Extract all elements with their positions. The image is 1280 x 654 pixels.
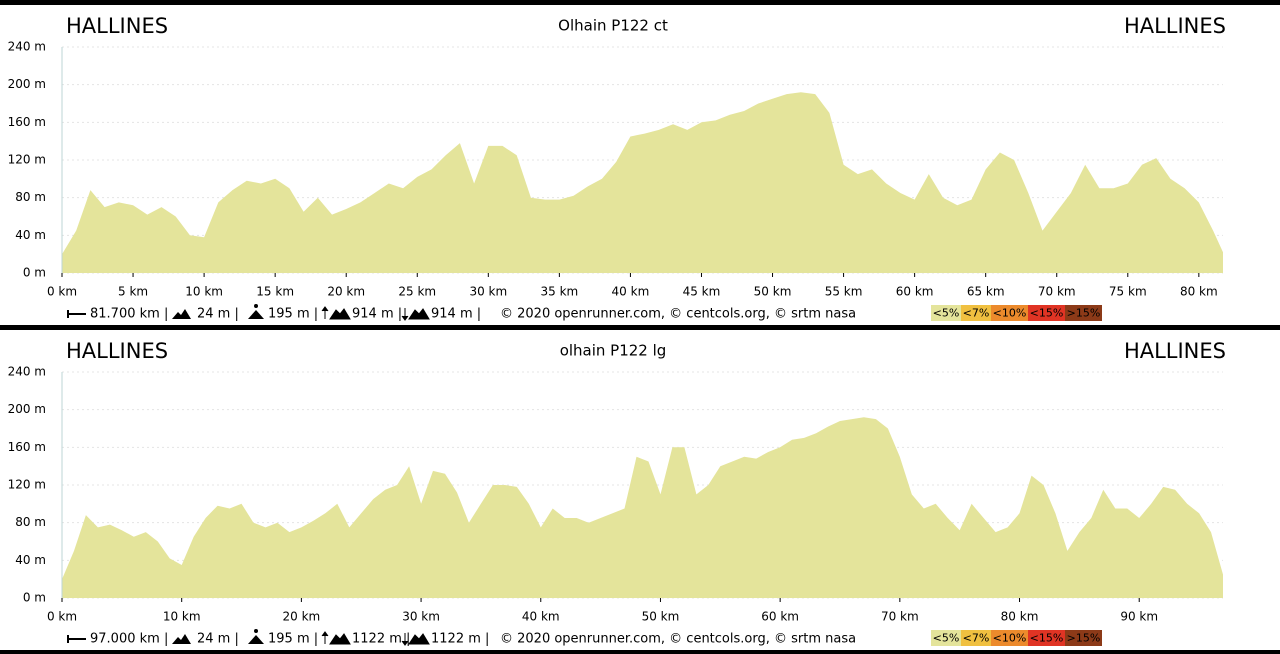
chart-title: olhain P122 lg xyxy=(560,342,667,360)
legend-label: >15% xyxy=(1067,307,1101,320)
end-label: HALLINES xyxy=(1124,14,1226,38)
legend-swatch xyxy=(931,305,961,321)
legend-swatch xyxy=(961,305,991,321)
legend-swatch xyxy=(931,630,961,646)
legend-swatch xyxy=(1028,305,1065,321)
y-tick-label: 120 m xyxy=(8,478,46,492)
info-line xyxy=(67,629,430,646)
icon xyxy=(248,310,264,319)
chart: Olhain P122 ct HALLINES HALLINES 0 m 40 m 80 … xyxy=(8,14,1226,322)
x-tick-label: 45 km xyxy=(683,285,721,299)
icon xyxy=(248,635,264,644)
x-tick-label: 0 km xyxy=(47,610,77,624)
x-tick-label: 25 km xyxy=(398,285,436,299)
stat: 914 m | xyxy=(431,307,481,322)
x-tick-label: 80 km xyxy=(1001,610,1039,624)
x-tick-label: 0 km xyxy=(47,285,77,299)
end-label: HALLINES xyxy=(1124,339,1226,363)
legend-label: <10% xyxy=(993,307,1027,320)
stat: 1122 m | xyxy=(431,632,489,647)
y-tick-label: 240 m xyxy=(8,365,46,379)
stat: 24 m | xyxy=(197,307,239,322)
credit: © 2020 openrunner.com, © centcols.org, ©… xyxy=(500,307,856,322)
icon xyxy=(172,309,191,319)
legend-label: <5% xyxy=(933,632,960,645)
elevation-area xyxy=(62,417,1223,598)
x-tick-label: 40 km xyxy=(612,285,650,299)
x-tick-label: 5 km xyxy=(118,285,148,299)
x-tick-label: 10 km xyxy=(163,610,201,624)
elevation-area xyxy=(62,92,1223,273)
credit: © 2020 openrunner.com, © centcols.org, ©… xyxy=(500,632,856,647)
y-tick-label: 240 m xyxy=(8,40,46,54)
stat: 195 m | xyxy=(268,307,318,322)
bottom-bar xyxy=(0,650,1280,654)
start-label: HALLINES xyxy=(66,14,168,38)
y-tick-label: 0 m xyxy=(23,591,46,605)
icon xyxy=(401,308,430,321)
legend-swatch xyxy=(1065,630,1102,646)
legend-label: >15% xyxy=(1067,632,1101,645)
chart-title: Olhain P122 ct xyxy=(558,17,668,35)
stat: 81.700 km | xyxy=(90,307,168,322)
info-line xyxy=(67,304,430,321)
x-tick-label: 35 km xyxy=(541,285,579,299)
y-tick-label: 200 m xyxy=(8,77,46,91)
x-tick-label: 50 km xyxy=(754,285,792,299)
legend-swatch xyxy=(991,630,1028,646)
x-tick-label: 75 km xyxy=(1109,285,1147,299)
legend-swatch xyxy=(1028,630,1065,646)
start-label: HALLINES xyxy=(66,339,168,363)
legend-label: <10% xyxy=(993,632,1027,645)
x-tick-label: 50 km xyxy=(642,610,680,624)
y-tick-label: 120 m xyxy=(8,153,46,167)
x-tick-label: 80 km xyxy=(1180,285,1218,299)
x-tick-label: 65 km xyxy=(967,285,1005,299)
x-tick-label: 20 km xyxy=(283,610,321,624)
x-tick-label: 20 km xyxy=(327,285,365,299)
stat: 97.000 km | xyxy=(90,632,168,647)
legend-label: <7% xyxy=(963,307,990,320)
x-tick-label: 15 km xyxy=(256,285,294,299)
y-tick-label: 200 m xyxy=(8,402,46,416)
legend-swatch xyxy=(1065,305,1102,321)
stat: 195 m | xyxy=(268,632,318,647)
y-tick-label: 40 m xyxy=(15,553,46,567)
x-tick-label: 30 km xyxy=(402,610,440,624)
stat: 24 m | xyxy=(197,632,239,647)
legend-label: <7% xyxy=(963,632,990,645)
icon xyxy=(254,304,258,308)
x-tick-label: 40 km xyxy=(522,610,560,624)
legend-label: <15% xyxy=(1030,307,1064,320)
y-tick-label: 80 m xyxy=(15,515,46,529)
y-tick-label: 0 m xyxy=(23,266,46,280)
icon xyxy=(254,629,258,633)
legend-swatch xyxy=(961,630,991,646)
icon xyxy=(172,634,191,644)
chart: olhain P122 lg HALLINES HALLINES 0 m 40 m 80 … xyxy=(8,339,1226,647)
icon xyxy=(401,633,430,646)
legend-label: <15% xyxy=(1030,632,1064,645)
icon xyxy=(321,631,351,645)
legend-label: <5% xyxy=(933,307,960,320)
icon xyxy=(321,306,351,320)
y-tick-label: 160 m xyxy=(8,440,46,454)
x-tick-label: 30 km xyxy=(469,285,507,299)
x-tick-label: 90 km xyxy=(1120,610,1158,624)
x-tick-label: 60 km xyxy=(896,285,934,299)
x-tick-label: 60 km xyxy=(761,610,799,624)
y-tick-label: 80 m xyxy=(15,190,46,204)
legend-swatch xyxy=(991,305,1028,321)
stat: 1122 m | xyxy=(352,632,410,647)
y-tick-label: 40 m xyxy=(15,228,46,242)
x-tick-label: 10 km xyxy=(185,285,223,299)
divider xyxy=(0,325,1280,330)
stat: 914 m | xyxy=(352,307,402,322)
top-bar xyxy=(0,0,1280,5)
x-tick-label: 55 km xyxy=(825,285,863,299)
x-tick-label: 70 km xyxy=(1038,285,1076,299)
x-tick-label: 70 km xyxy=(881,610,919,624)
y-tick-label: 160 m xyxy=(8,115,46,129)
